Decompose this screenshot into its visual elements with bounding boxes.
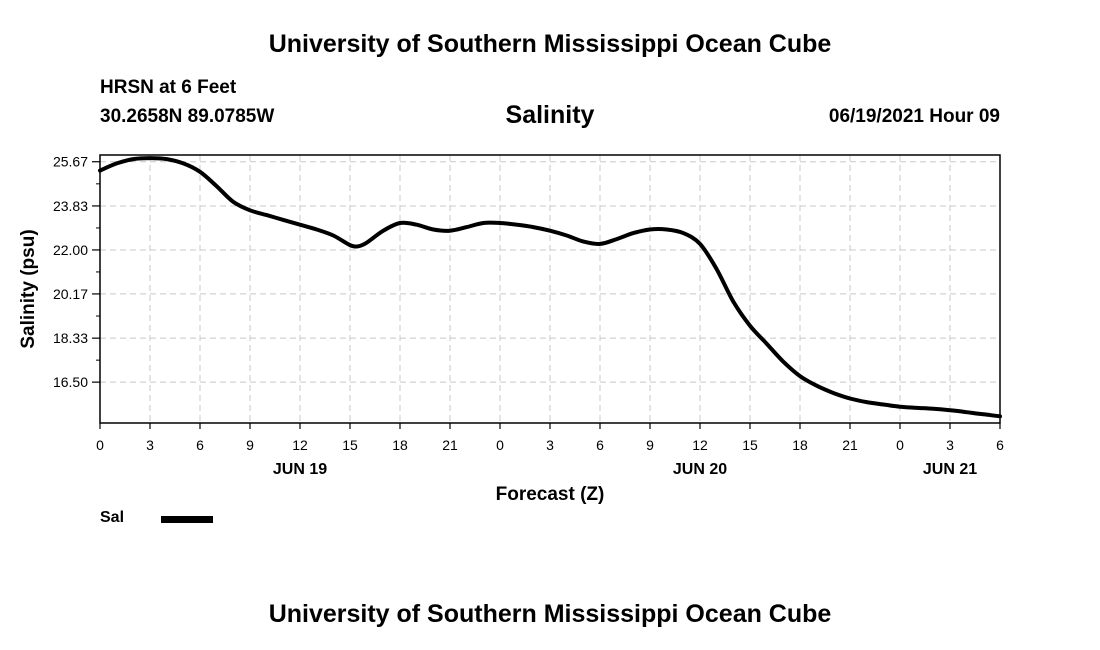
- x-tick-label: 3: [146, 437, 154, 453]
- y-tick-label: 25.67: [53, 154, 88, 170]
- x-tick-label: 18: [392, 437, 408, 453]
- legend-label: Sal: [100, 509, 125, 526]
- station-label: HRSN at 6 Feet: [100, 77, 237, 98]
- x-day-label: JUN 21: [923, 461, 977, 478]
- y-axis-label: Salinity (psu): [18, 229, 39, 348]
- y-tick-label: 20.17: [53, 286, 88, 302]
- forecast-datetime: 06/19/2021 Hour 09: [828, 106, 1000, 127]
- x-tick-label: 3: [546, 437, 554, 453]
- x-axis-label: Forecast (Z): [496, 484, 605, 505]
- x-tick-label: 6: [196, 437, 204, 453]
- x-tick-label: 15: [342, 437, 358, 453]
- x-tick-label: 21: [842, 437, 858, 453]
- chart-title: Salinity: [505, 101, 595, 129]
- x-tick-label: 18: [792, 437, 808, 453]
- x-tick-label: 6: [596, 437, 604, 453]
- x-tick-label: 12: [692, 437, 708, 453]
- x-tick-label: 12: [292, 437, 308, 453]
- x-tick-label: 9: [246, 437, 254, 453]
- y-tick-label: 22.00: [53, 242, 88, 258]
- x-day-label: JUN 20: [673, 461, 727, 478]
- x-tick-label: 0: [96, 437, 104, 453]
- salinity-chart: 0 3 6 9 12 15 18 21 0 3 6 9 12 15 18 21 0 3 6 16.50 18.33 20.…: [18, 154, 1004, 505]
- x-tick-label: 6: [996, 437, 1004, 453]
- bottom-title: University of Southern Mississippi Ocean…: [268, 600, 832, 628]
- y-tick-label: 23.83: [53, 198, 88, 214]
- x-tick-label: 15: [742, 437, 758, 453]
- x-tick-label: 0: [496, 437, 504, 453]
- x-tick-label: 0: [896, 437, 904, 453]
- x-tick-label: 21: [442, 437, 458, 453]
- top-title: University of Southern Mississippi Ocean…: [268, 30, 832, 58]
- x-day-label: JUN 19: [273, 461, 327, 478]
- station-coordinates: 30.2658N 89.0785W: [100, 106, 275, 127]
- x-tick-label: 9: [646, 437, 654, 453]
- y-tick-label: 18.33: [53, 330, 88, 346]
- legend-swatch: [161, 516, 213, 523]
- y-tick-label: 16.50: [53, 374, 88, 390]
- salinity-series-line: [98, 156, 1002, 419]
- x-tick-label: 3: [946, 437, 954, 453]
